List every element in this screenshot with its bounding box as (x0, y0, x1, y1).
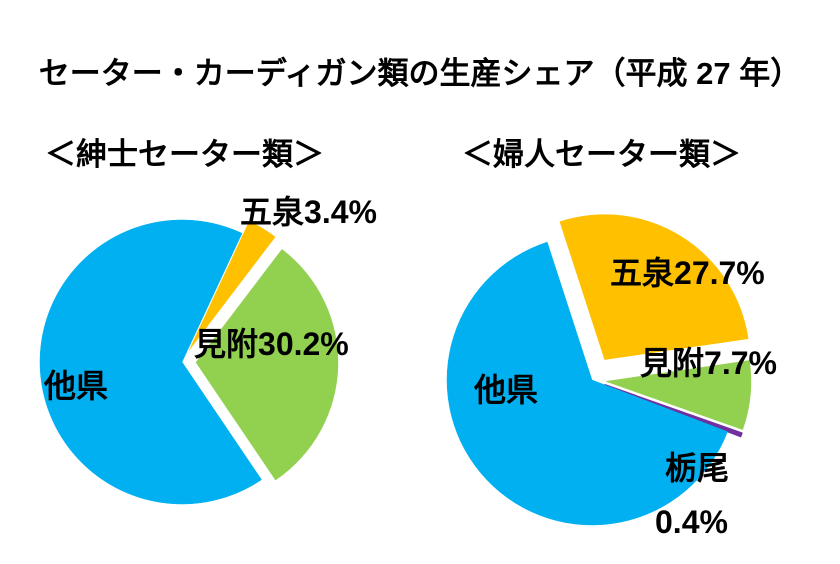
womens-label-gosen-value: 27.7% (674, 255, 765, 291)
mens-slice-other-prefectures (39, 219, 262, 505)
womens-slice-gosen (559, 214, 749, 360)
womens-slice-other-prefectures (446, 241, 728, 526)
mens-label-mitsuke: 見附30.2% (194, 328, 349, 360)
womens-slice-mitsuke (605, 360, 752, 430)
womens-pie (446, 214, 752, 526)
womens-chart-title: ＜婦人セーター類＞ (462, 137, 741, 172)
mens-label-other-prefectures-name: 他県 (44, 368, 109, 404)
mens-label-mitsuke-value: 30.2% (258, 326, 349, 362)
womens-label-mitsuke: 見附7.7% (640, 347, 777, 379)
womens-label-mitsuke-value: 7.7% (704, 345, 777, 381)
mens-label-gosen-value: 3.4% (304, 194, 377, 230)
womens-slice-tochio (604, 384, 743, 438)
womens-label-gosen: 五泉27.7% (610, 257, 765, 289)
mens-pie (39, 219, 339, 505)
mens-label-other-prefectures: 他県 (44, 370, 108, 402)
mens-label-gosen: 五泉3.4% (240, 196, 377, 228)
chart-title: セーター・カーディガン類の生産シェア（平成 27 年） (38, 56, 802, 91)
womens-label-mitsuke-name: 見附 (640, 345, 705, 381)
mens-slice-mitsuke (195, 249, 339, 481)
womens-label-other-prefectures: 他県 (474, 374, 538, 406)
mens-label-mitsuke-name: 見附 (194, 326, 259, 362)
womens-label-tochio-name: 栃尾 (665, 450, 730, 486)
mens-slice-gosen (188, 221, 276, 351)
womens-label-gosen-name: 五泉 (610, 255, 675, 291)
mens-chart-title: ＜紳士セーター類＞ (45, 137, 324, 172)
mens-label-gosen-name: 五泉 (240, 194, 305, 230)
womens-label-other-prefectures-name: 他県 (474, 372, 539, 408)
womens-label-tochio-value: 0.4% (655, 504, 728, 540)
